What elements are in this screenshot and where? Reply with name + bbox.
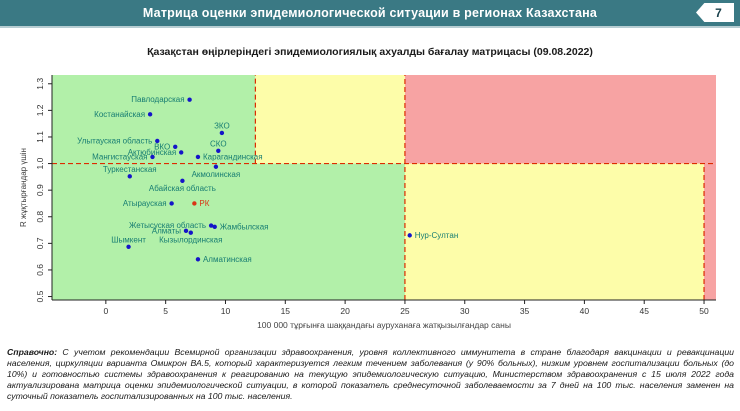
- risk-zone-red: [704, 163, 716, 300]
- chart-title: Қазақстан өңірлеріндегі эпидемиологиялық…: [147, 46, 593, 58]
- header-bar: Матрица оценки эпидемиологической ситуац…: [0, 0, 740, 26]
- point-label: РК: [199, 199, 209, 208]
- point-label: Туркестанская: [103, 165, 157, 174]
- y-tick-label: 0.5: [35, 290, 45, 302]
- data-point-region: [179, 150, 184, 155]
- point-label: ЗКО: [214, 121, 230, 130]
- y-tick-label: 0.8: [35, 211, 45, 223]
- data-point-region: [187, 97, 192, 102]
- header-divider: [0, 26, 740, 28]
- y-tick-label: 1.3: [35, 78, 45, 90]
- x-tick-label: 0: [103, 306, 108, 316]
- data-point-region: [155, 138, 160, 144]
- point-label: Мангистауская: [92, 152, 147, 161]
- y-tick-label: 1.1: [35, 131, 45, 143]
- y-tick-label: 1.2: [35, 104, 45, 116]
- x-tick-label: 50: [699, 306, 709, 316]
- data-point-region: [147, 112, 153, 117]
- y-axis-title: R жұқтырғандар үшін: [19, 148, 28, 227]
- risk-zone-red: [404, 75, 716, 164]
- x-tick-label: 15: [281, 306, 291, 316]
- risk-zone-green: [52, 163, 405, 300]
- point-label: Карагандинская: [203, 152, 263, 161]
- point-label: Жетысуская область: [129, 221, 206, 230]
- point-label: ВКО: [154, 142, 170, 151]
- risk-zone-green: [52, 75, 256, 164]
- point-label: Актюбинская: [128, 148, 177, 157]
- data-point-region: [219, 130, 225, 136]
- point-label: Акмолинская: [192, 170, 241, 179]
- data-point-region: [127, 174, 132, 179]
- x-axis-title: 100 000 тұрғынға шаққандағы ауруханаға ж…: [257, 320, 511, 330]
- point-label: Нур-Султан: [415, 231, 459, 240]
- data-point-region: [216, 148, 221, 153]
- data-point-region: [169, 201, 174, 206]
- matrix-chart: 0 5 10 15 20 25 30 35 40 45 50 0.5 0.6 0.7 0.8 0.9 1.0 1.…: [19, 75, 716, 330]
- point-label: СКО: [210, 139, 227, 148]
- data-point-region: [180, 178, 185, 184]
- data-point-region: [208, 223, 214, 228]
- y-tick-label: 0.7: [35, 237, 45, 249]
- x-tick-label: 40: [580, 306, 590, 316]
- point-label: Атырауская: [123, 199, 167, 208]
- x-tick-label: 35: [520, 306, 530, 316]
- page-title: Матрица оценки эпидемиологической ситуац…: [142, 6, 598, 20]
- point-label: Павлодарская: [131, 95, 184, 104]
- point-label: Улытауская область: [77, 136, 152, 145]
- x-tick-label: 10: [221, 306, 231, 316]
- data-point-region: [195, 154, 201, 160]
- y-tick-label: 1.0: [35, 157, 45, 169]
- point-label: Алматинская: [203, 255, 252, 264]
- x-tick-label: 30: [460, 306, 470, 316]
- data-point-region: [183, 228, 189, 234]
- data-point-region: [173, 144, 178, 150]
- point-label: Костанайская: [94, 110, 145, 119]
- data-point-region: [407, 233, 412, 238]
- y-tick-label: 0.6: [35, 264, 45, 276]
- page-number-badge: 7: [696, 3, 734, 22]
- data-point-region: [212, 224, 217, 230]
- data-point-region: [195, 257, 201, 262]
- page-number: 7: [715, 5, 722, 20]
- x-tick-label: 5: [163, 306, 168, 316]
- y-tick-label: 0.9: [35, 184, 45, 196]
- point-label: Шымкент: [111, 235, 146, 244]
- footnote: Справочно: С учетом рекомендации Всемирн…: [7, 347, 734, 402]
- x-tick-label: 25: [400, 306, 410, 316]
- point-label: Жамбылская: [220, 222, 269, 231]
- data-point-region: [188, 230, 193, 235]
- data-point-region: [213, 164, 219, 169]
- data-point-region: [150, 154, 155, 160]
- point-label: Кызылординская: [159, 236, 222, 245]
- x-tick-label: 20: [340, 306, 350, 316]
- x-tick-label: 45: [639, 306, 649, 316]
- point-label: Абайская область: [149, 184, 216, 193]
- risk-zone-yellow: [255, 75, 405, 164]
- data-point-rk: [192, 201, 197, 206]
- footnote-text: С учетом рекомендации Всемирной организа…: [7, 347, 734, 401]
- risk-zone-yellow: [404, 163, 705, 300]
- data-point-region: [126, 244, 131, 250]
- point-label: Алматы: [152, 226, 181, 235]
- footnote-label: Справочно:: [7, 347, 58, 357]
